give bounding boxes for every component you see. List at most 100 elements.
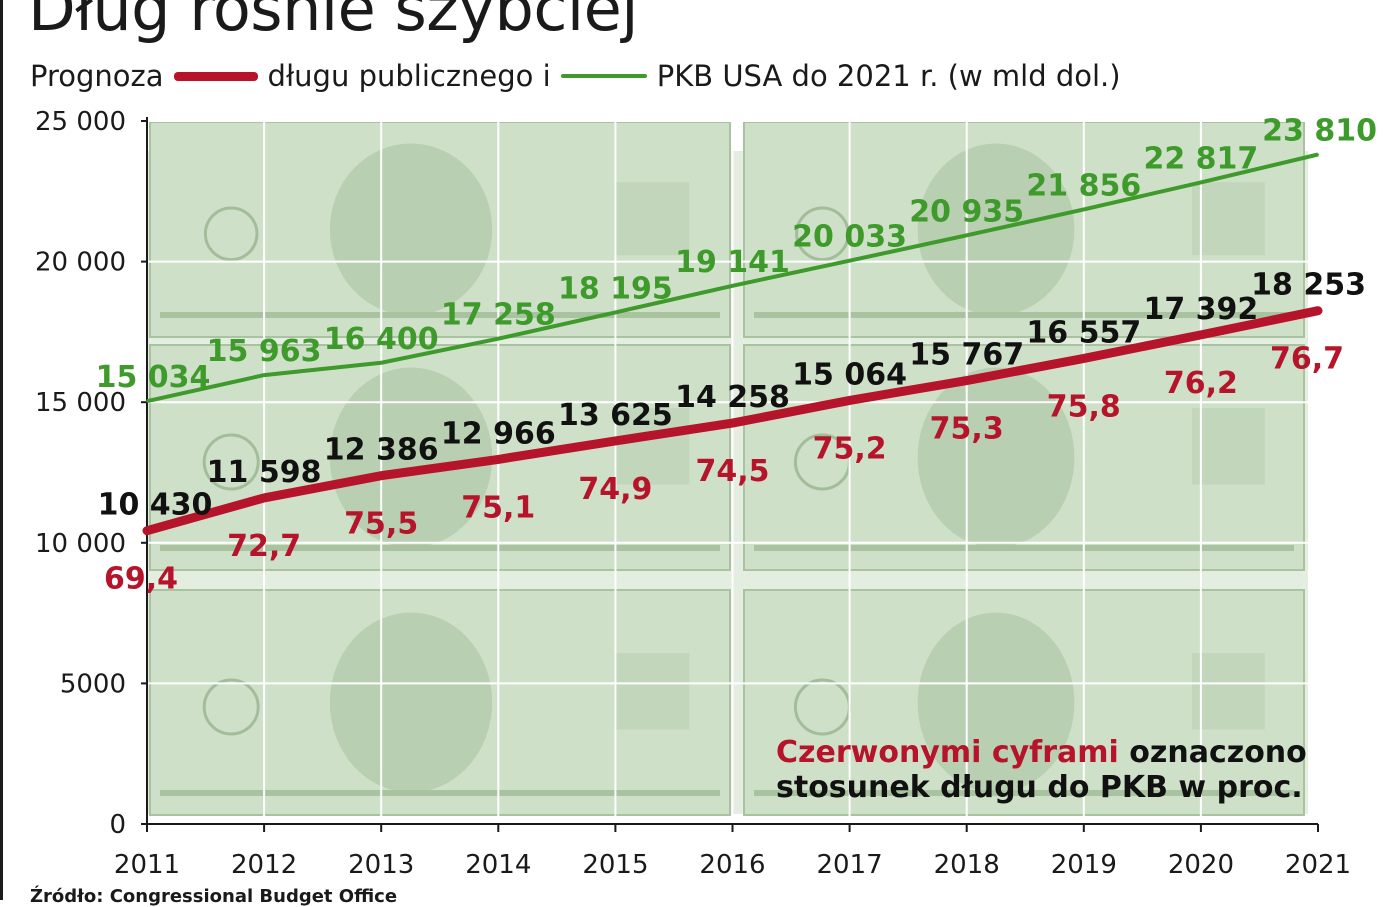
gdp-point xyxy=(965,234,968,237)
dollar-bill-image xyxy=(149,589,731,816)
bill-seal xyxy=(202,433,260,491)
bill-number-block xyxy=(1192,182,1265,256)
x-tick-label: 2013 xyxy=(348,850,414,880)
dollar-bill-image xyxy=(149,121,731,338)
debt-point xyxy=(1317,309,1319,312)
ratio-value-label: 75,1 xyxy=(461,490,535,525)
debt-point xyxy=(1082,357,1085,360)
legend-gdp-label: PKB USA do 2021 r. (w mld dol.) xyxy=(656,59,1121,93)
x-tick-label: 2017 xyxy=(817,850,883,880)
y-tick-label: 20 000 xyxy=(35,248,126,278)
legend-prefix: Prognoza xyxy=(30,59,164,93)
bill-number-block xyxy=(1192,653,1265,730)
bill-number-block xyxy=(614,182,690,256)
ratio-value-label: 74,9 xyxy=(578,472,652,507)
gdp-point xyxy=(614,311,617,314)
bill-portrait xyxy=(329,367,493,548)
ratio-value-label: 75,8 xyxy=(1047,389,1121,424)
gdp-value-label: 17 258 xyxy=(441,298,556,333)
bill-portrait xyxy=(917,612,1075,793)
ratio-value-label: 72,7 xyxy=(227,529,301,564)
ratio-value-label: 75,2 xyxy=(813,431,887,466)
gdp-value-label: 21 856 xyxy=(1026,168,1141,203)
debt-value-label: 16 557 xyxy=(1026,315,1141,350)
dollar-bill-image xyxy=(743,589,1305,816)
ratio-value-label: 75,3 xyxy=(930,412,1004,447)
gdp-point xyxy=(848,259,851,262)
debt-value-label: 14 258 xyxy=(675,380,790,415)
chart-note-line1: Czerwonymi cyframi oznaczono xyxy=(776,735,1307,770)
gdp-value-label: 18 195 xyxy=(558,271,673,306)
series xyxy=(142,152,1323,536)
debt-value-label: 13 625 xyxy=(558,398,673,433)
gdp-point xyxy=(1199,181,1202,184)
y-tick-label: 10 000 xyxy=(35,529,126,559)
bill-seal xyxy=(203,206,259,262)
legend-debt-swatch xyxy=(173,71,258,81)
debt-point xyxy=(614,439,617,442)
debt-point xyxy=(263,496,266,499)
bill-number-block xyxy=(614,408,690,485)
bill-portrait xyxy=(329,143,493,316)
x-tick-label: 2018 xyxy=(934,850,1000,880)
bill-portrait xyxy=(329,612,493,793)
bill-seal xyxy=(202,678,260,736)
bill-number-block xyxy=(614,653,690,730)
legend-row: Prognoza długu publicznego i PKB USA do … xyxy=(30,56,1121,96)
source-note: Źródło: Congressional Budget Office xyxy=(30,886,398,907)
ratio-value-label: 69,4 xyxy=(104,562,178,597)
debt-value-label: 15 767 xyxy=(909,338,1024,373)
gdp-point xyxy=(731,284,734,287)
gdp-point xyxy=(380,361,383,364)
gdp-point xyxy=(1317,153,1319,156)
gdp-value-label: 23 810 xyxy=(1262,113,1377,148)
debt-point xyxy=(731,422,734,425)
gdp-value-label: 22 817 xyxy=(1143,141,1258,176)
ratio-value-label: 75,5 xyxy=(344,507,418,542)
bill-number-block xyxy=(1192,408,1265,485)
legend-debt-label: długu publicznego i xyxy=(267,59,551,93)
debt-point xyxy=(965,379,968,382)
y-tick-label: 5000 xyxy=(60,669,126,699)
debt-value-label: 11 598 xyxy=(207,455,322,490)
ratio-value-label: 74,5 xyxy=(695,454,769,489)
gdp-value-label: 20 935 xyxy=(909,194,1024,229)
x-tick-label: 2019 xyxy=(1051,850,1117,880)
debt-value-label: 10 430 xyxy=(98,488,213,523)
dollar-bill-image xyxy=(149,344,731,571)
gdp-value-label: 19 141 xyxy=(675,245,790,280)
debt-point xyxy=(146,529,148,532)
x-tick-label: 2020 xyxy=(1168,850,1234,880)
debt-value-label: 12 966 xyxy=(441,416,556,451)
x-tick-label: 2014 xyxy=(465,850,531,880)
left-border-rule xyxy=(0,0,3,900)
bill-seal xyxy=(795,206,850,262)
axes: 0 5000 10 000 15 000 20 000 25 000 2011 2012 201… xyxy=(35,107,1351,880)
gdp-value-label: 20 033 xyxy=(792,220,907,255)
debt-value-label: 18 253 xyxy=(1251,268,1366,303)
legend-gdp-swatch xyxy=(560,74,647,78)
debt-point xyxy=(380,474,383,477)
x-tick-label: 2011 xyxy=(114,850,180,880)
debt-point xyxy=(1199,333,1202,336)
y-tick-label: 25 000 xyxy=(35,107,126,137)
debt-point xyxy=(848,399,851,402)
y-tick-label: 15 000 xyxy=(35,388,126,418)
debt-value-label: 17 392 xyxy=(1143,292,1258,327)
bill-portrait xyxy=(917,367,1075,548)
x-tick-label: 2021 xyxy=(1285,850,1351,880)
ratio-value-label: 76,2 xyxy=(1164,366,1238,401)
debt-value-label: 15 064 xyxy=(792,357,907,392)
gdp-point xyxy=(146,400,148,403)
gdp-point xyxy=(497,337,500,340)
gdp-value-label: 15 034 xyxy=(96,360,211,395)
gdp-point xyxy=(1082,208,1085,211)
x-tick-label: 2016 xyxy=(699,850,765,880)
chart-title: Dług rośnie szybciej xyxy=(28,0,639,45)
gdp-value-label: 16 400 xyxy=(324,322,439,357)
dollar-bill-image xyxy=(743,121,1305,338)
gdp-point xyxy=(263,374,266,377)
x-tick-label: 2012 xyxy=(231,850,297,880)
